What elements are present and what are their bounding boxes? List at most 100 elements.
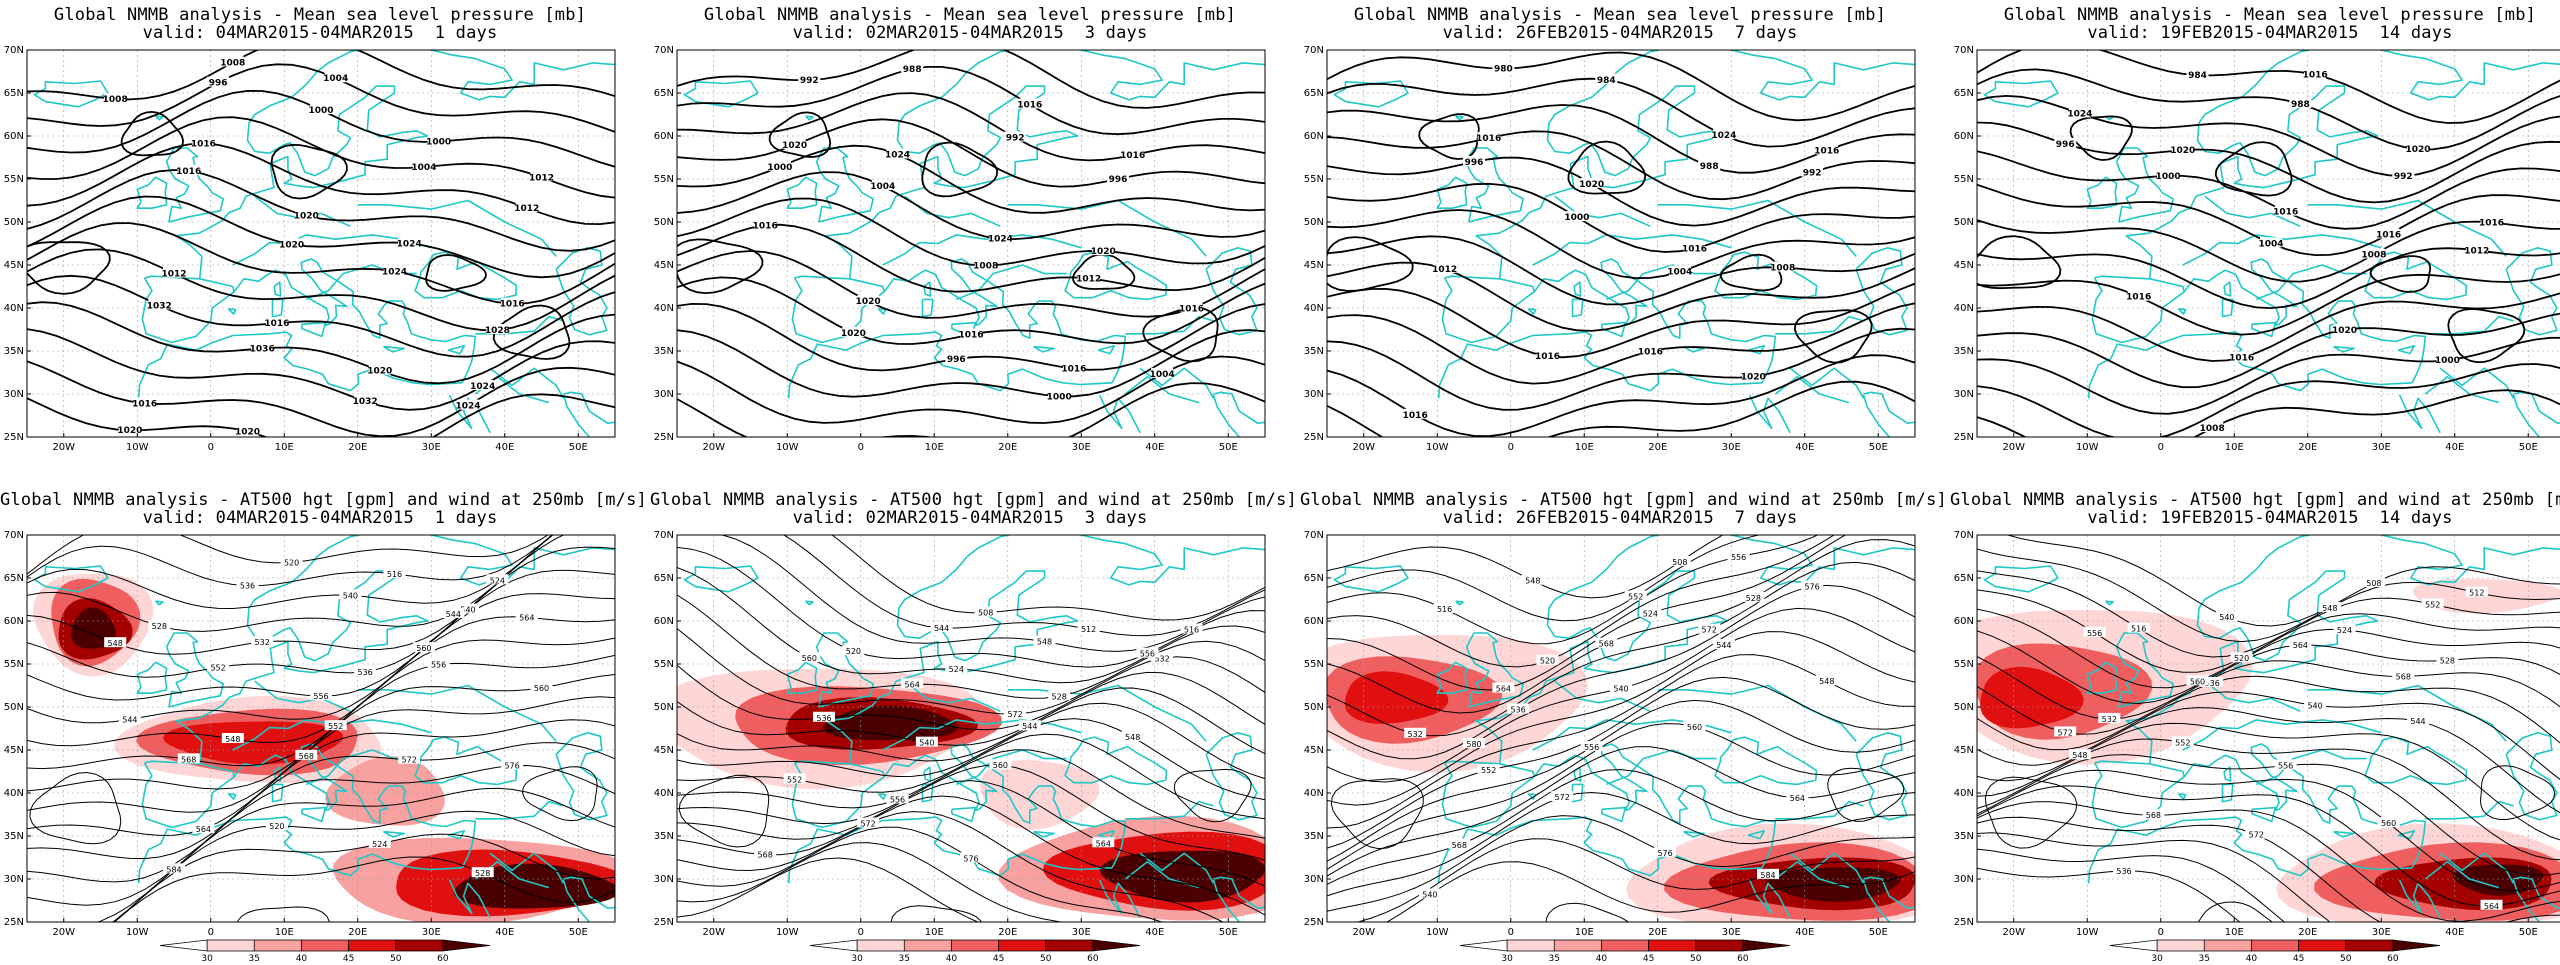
lat-tick-label: 50N <box>1304 217 1324 228</box>
lon-tick-label: 20E <box>2298 442 2317 453</box>
coastline <box>2106 601 2113 605</box>
isoline-label: 564 <box>1096 839 1111 848</box>
isoline-label: 576 <box>504 762 519 771</box>
map-canvas: 5205165245285325365405445485525565605645… <box>0 485 640 965</box>
lon-tick-label: 20W <box>2002 927 2025 938</box>
lat-tick-label: 55N <box>654 659 674 670</box>
isoline-label: 536 <box>240 582 255 591</box>
isoline-label: 572 <box>1555 793 1570 802</box>
isoline-label: 524 <box>1643 609 1658 618</box>
colorbar-swatch <box>1601 940 1648 951</box>
colorbar-swatch <box>1507 940 1554 951</box>
isoline-label: 572 <box>2058 728 2073 737</box>
lon-tick-label: 10E <box>2225 927 2244 938</box>
lat-tick-label: 40N <box>654 303 674 314</box>
colorbar-label: 50 <box>1690 954 1702 964</box>
lat-tick-label: 55N <box>4 659 24 670</box>
lon-tick-label: 50E <box>2519 927 2538 938</box>
isoline-label: 572 <box>2249 831 2264 840</box>
lat-tick-label: 35N <box>654 346 674 357</box>
colorbar-swatch <box>2346 940 2393 951</box>
lat-tick-label: 30N <box>1304 874 1324 885</box>
lat-tick-label: 70N <box>654 530 674 541</box>
isoline-label: 1020 <box>279 240 304 250</box>
lon-tick-label: 30E <box>1072 927 1091 938</box>
isoline <box>677 532 1265 651</box>
isoline <box>677 251 1265 318</box>
lat-tick-label: 65N <box>1954 88 1974 99</box>
lon-tick-label: 0 <box>858 927 864 938</box>
z500-wind-map-panel: Global NMMB analysis - AT500 hgt [gpm] a… <box>0 485 640 965</box>
isoline-label: 576 <box>1657 849 1672 858</box>
lat-tick-label: 55N <box>1304 174 1324 185</box>
lat-tick-label: 60N <box>1304 131 1324 142</box>
coastline <box>137 662 166 693</box>
isoline-label: 544 <box>1716 641 1731 650</box>
coastline <box>1456 601 1463 605</box>
isoline-label: 540 <box>1422 890 1437 899</box>
isoline-label: 548 <box>108 639 123 648</box>
lon-tick-label: 0 <box>2158 442 2164 453</box>
lon-tick-label: 20E <box>1648 442 1667 453</box>
coastline <box>1658 686 1856 742</box>
lat-tick-label: 30N <box>4 874 24 885</box>
lon-tick-label: 10E <box>925 442 944 453</box>
lat-tick-label: 35N <box>654 831 674 842</box>
isoline-label: 1016 <box>191 140 216 150</box>
isoline-label: 528 <box>1746 594 1761 603</box>
isoline <box>27 485 615 574</box>
isoline-label: 540 <box>2219 613 2234 622</box>
isoline-label: 576 <box>963 854 978 863</box>
isoline-label: 572 <box>1007 710 1022 719</box>
isoline <box>1977 69 2560 149</box>
plot-frame <box>677 50 1265 437</box>
lat-tick-label: 40N <box>1304 303 1324 314</box>
isoline-label: 1000 <box>1047 392 1072 402</box>
isoline-label: 536 <box>816 714 831 723</box>
coastline <box>826 43 1077 279</box>
isoline-label: 544 <box>1022 722 1037 731</box>
coastline <box>2256 265 2366 299</box>
isoline-label: 552 <box>1481 766 1496 775</box>
coastline <box>228 309 235 314</box>
coastline <box>1528 309 1535 314</box>
coastline <box>1456 116 1463 120</box>
isoline-label: 984 <box>2188 71 2207 81</box>
isoline-label: 1024 <box>2067 110 2092 120</box>
isoline-label: 1000 <box>1564 213 1589 223</box>
isoline-label: 556 <box>2278 762 2293 771</box>
isoline <box>677 146 1265 213</box>
isoline-label: 548 <box>1525 577 1540 586</box>
colorbar-label: 35 <box>899 954 910 964</box>
isoline-label: 556 <box>2087 629 2102 638</box>
coastline <box>1984 566 2057 592</box>
lat-tick-label: 55N <box>1954 659 1974 670</box>
isoline-label: 508 <box>2366 579 2381 588</box>
lon-tick-label: 30E <box>422 442 441 453</box>
coastline <box>1214 392 1273 423</box>
lat-tick-label: 50N <box>654 217 674 228</box>
coastline <box>792 276 884 342</box>
isoline <box>1327 382 1915 463</box>
isoline <box>1327 105 1915 173</box>
coastline <box>139 332 462 398</box>
colorbar-label: 60 <box>437 954 449 964</box>
colorbar-swatch <box>443 940 490 951</box>
coastline <box>952 808 976 822</box>
lat-tick-label: 60N <box>654 616 674 627</box>
isoline <box>1977 292 2560 361</box>
lon-tick-label: 10W <box>1426 927 1449 938</box>
lat-tick-label: 25N <box>1304 432 1324 443</box>
colorbar-swatch <box>951 940 998 951</box>
isoline-label: 1020 <box>1091 247 1116 257</box>
isoline-label: 572 <box>1702 626 1717 635</box>
coastline <box>1602 808 1626 822</box>
coastline <box>2400 395 2441 433</box>
coastline <box>1437 177 1466 208</box>
colorbar-label: 45 <box>993 954 1004 964</box>
isoline-label: 1004 <box>1667 268 1692 278</box>
isoline-label: 552 <box>210 663 225 672</box>
lon-tick-label: 10E <box>1575 442 1594 453</box>
coastline <box>2514 392 2560 423</box>
